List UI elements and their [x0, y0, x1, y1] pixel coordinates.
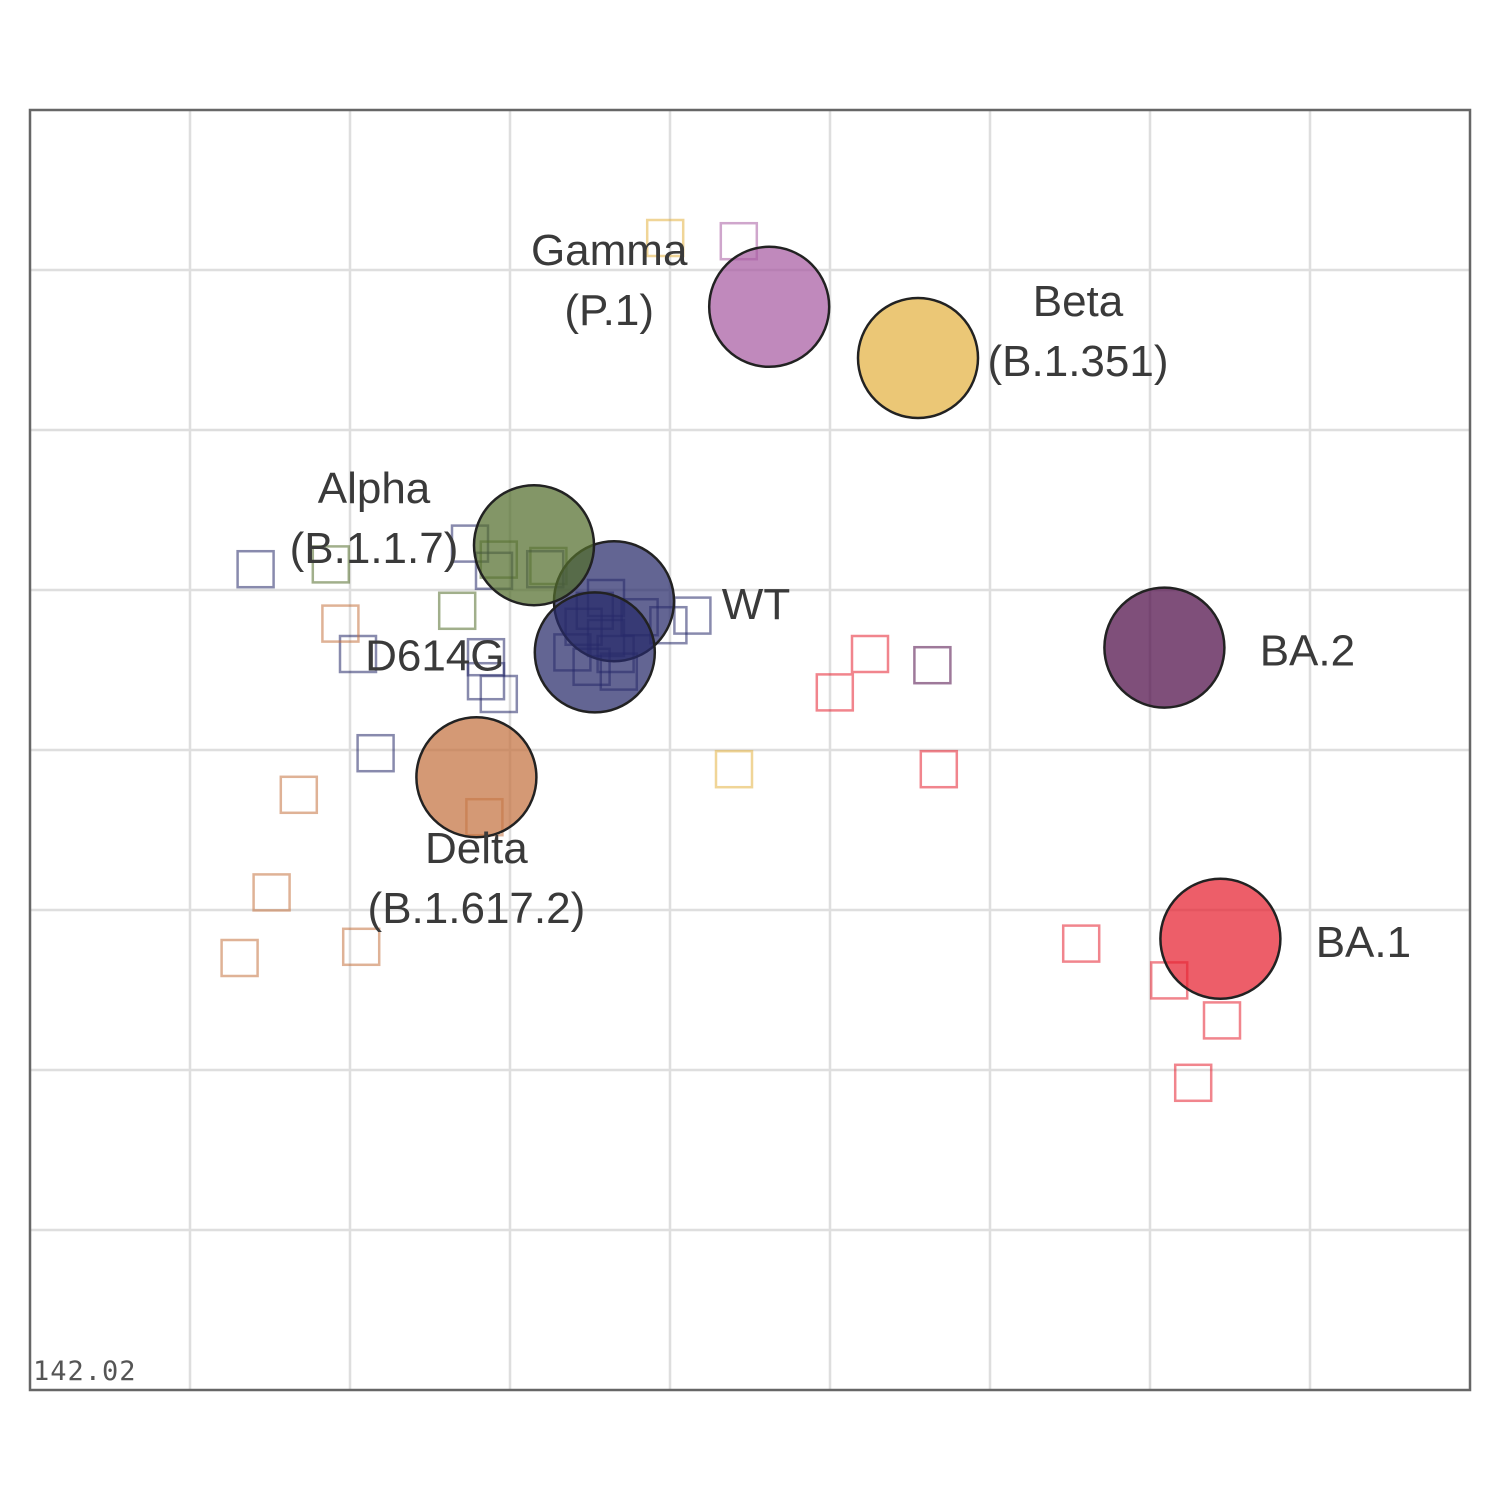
antigen-point	[856, 296, 980, 420]
antigen-points	[415, 245, 1282, 1001]
antigen-label: (B.1.351)	[988, 337, 1169, 386]
serum-point	[919, 749, 959, 789]
serum-point	[356, 733, 395, 773]
antigen-point	[1159, 877, 1282, 1001]
antigen-label: (B.1.617.2)	[368, 884, 586, 933]
antigen-label: BA.2	[1260, 627, 1355, 676]
serum-point	[479, 674, 519, 714]
serum-point	[1173, 1063, 1213, 1103]
serum-point	[815, 673, 855, 712]
serum-point	[279, 775, 319, 815]
antigen-point	[472, 483, 596, 607]
plot-frame	[28, 108, 1472, 1392]
corner-label: 142.02	[33, 1356, 137, 1387]
antigen-label: Gamma	[531, 226, 688, 275]
serum-point	[321, 604, 360, 643]
antigen-point	[533, 591, 657, 714]
serum-point	[236, 549, 275, 589]
serum-point	[913, 645, 952, 685]
serum-point	[341, 927, 381, 967]
antigen-point	[415, 715, 538, 839]
antigen-label: (B.1.1.7)	[290, 524, 459, 573]
serum-point	[252, 873, 291, 912]
serum-point	[1202, 1001, 1242, 1040]
antigen-labels: WT D614G Alpha (B.1.1.7) Beta (B.1.351) Gamma (…	[290, 226, 1411, 967]
serum-point	[1061, 924, 1101, 963]
serum-point	[466, 661, 506, 701]
antigen-label: Alpha	[318, 464, 431, 513]
serum-point	[437, 591, 477, 631]
antigen-label: Delta	[425, 824, 528, 873]
antigen-label: D614G	[365, 631, 504, 680]
serum-point	[645, 218, 685, 258]
serum-point	[220, 938, 259, 978]
serum-point	[311, 545, 351, 584]
antigen-label: Beta	[1033, 277, 1124, 326]
antigen-point	[1103, 586, 1226, 709]
antigen-label: BA.1	[1316, 918, 1411, 967]
antigen-label: WT	[722, 580, 790, 629]
serum-point	[673, 596, 712, 635]
serum-point	[714, 749, 754, 789]
antigen-label: (P.1)	[564, 286, 654, 335]
serum-point	[850, 634, 890, 674]
antigen-point	[707, 245, 831, 369]
